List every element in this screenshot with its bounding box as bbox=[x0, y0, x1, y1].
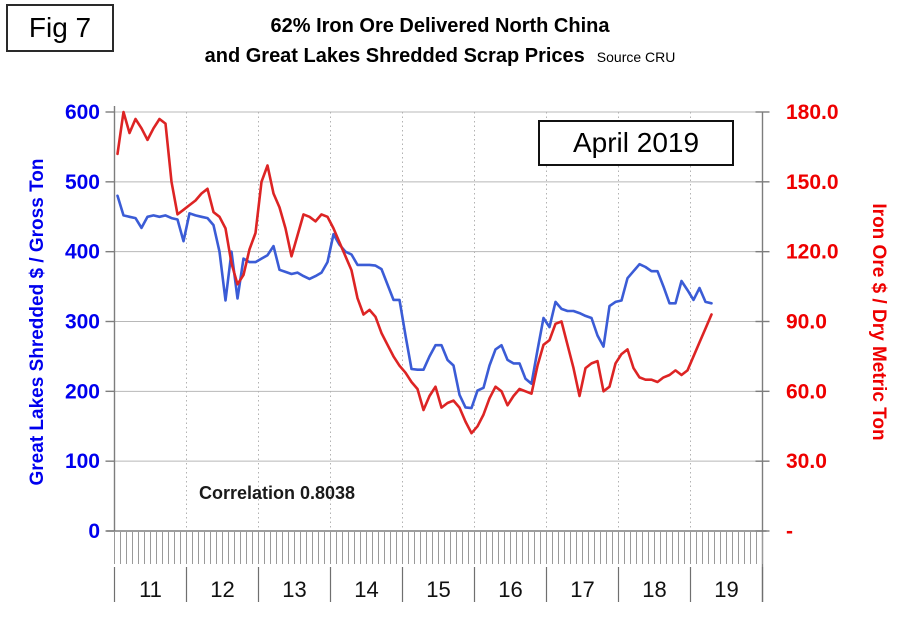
source-label: Source CRU bbox=[596, 49, 676, 65]
year-label: 11 bbox=[139, 577, 162, 602]
year-label: 19 bbox=[714, 577, 738, 602]
chart-title: 62% Iron Ore Delivered North China and G… bbox=[115, 11, 765, 72]
left-axis-tick-label: 400 bbox=[65, 241, 100, 264]
date-annotation-box: April 2019 bbox=[538, 120, 734, 166]
left-axis-tick-label: 200 bbox=[65, 380, 100, 403]
right-axis-title: Iron Ore $ / Dry Metric Ton bbox=[868, 203, 889, 441]
right-axis-tick-label: 180.0 bbox=[786, 101, 839, 124]
year-label: 16 bbox=[498, 577, 522, 602]
correlation-annotation: Correlation 0.8038 bbox=[198, 483, 356, 503]
right-axis-tick-label: 90.0 bbox=[786, 311, 827, 334]
year-label: 14 bbox=[354, 577, 378, 602]
right-axis-tick-label: - bbox=[786, 520, 793, 543]
year-label: 17 bbox=[570, 577, 594, 602]
year-label: 15 bbox=[426, 577, 450, 602]
right-axis-tick-label: 30.0 bbox=[786, 450, 827, 473]
date-annotation-label: April 2019 bbox=[572, 127, 700, 158]
right-axis-tick-label: 60.0 bbox=[786, 380, 827, 403]
left-axis-tick-label: 0 bbox=[88, 520, 100, 543]
left-axis-tick-label: 300 bbox=[65, 311, 100, 334]
year-label: 13 bbox=[282, 577, 306, 602]
right-axis-tick-label: 150.0 bbox=[786, 171, 839, 194]
chart-title-line1: 62% Iron Ore Delivered North China bbox=[270, 15, 610, 37]
left-axis-tick-label: 500 bbox=[65, 171, 100, 194]
year-label: 18 bbox=[642, 577, 666, 602]
right-axis-tick-label: 120.0 bbox=[786, 241, 839, 264]
chart-title-line2-wrap: and Great Lakes Shredded Scrap Prices Sou… bbox=[115, 41, 765, 72]
left-axis-tick-label: 600 bbox=[65, 101, 100, 124]
left-axis-tick-label: 100 bbox=[65, 450, 100, 473]
figure-number-box: Fig 7 bbox=[6, 4, 114, 52]
year-label: 12 bbox=[210, 577, 234, 602]
figure-number-label: Fig 7 bbox=[28, 12, 92, 43]
iron-ore-price-line bbox=[116, 110, 713, 435]
scrap-price-line bbox=[116, 194, 713, 410]
chart-title-line2: and Great Lakes Shredded Scrap Prices bbox=[204, 45, 585, 67]
left-axis-title: Great Lakes Shredded $ / Gross Ton bbox=[27, 158, 48, 486]
